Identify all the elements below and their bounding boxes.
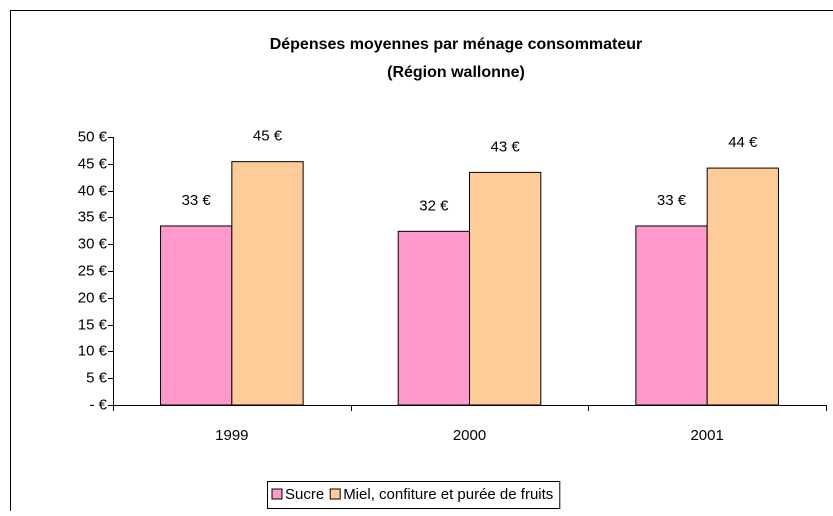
x-tick-label: 1999 <box>215 427 248 444</box>
legend-swatch <box>272 489 282 499</box>
y-tick-label: 5 € <box>86 369 108 386</box>
x-tick-label: 2001 <box>690 427 723 444</box>
value-label: 32 € <box>419 197 449 214</box>
x-tick-label: 2000 <box>453 427 486 444</box>
y-tick-label: 15 € <box>78 316 108 333</box>
y-tick-label: 20 € <box>78 289 108 306</box>
y-tick-label: 45 € <box>78 155 108 172</box>
bar <box>398 231 469 405</box>
bar <box>161 226 232 405</box>
y-tick-label: 25 € <box>78 262 108 279</box>
y-tick-label: 30 € <box>78 235 108 252</box>
value-label: 43 € <box>491 138 521 155</box>
value-label: 45 € <box>253 128 283 145</box>
bar <box>636 226 707 405</box>
legend-label: Miel, confiture et purée de fruits <box>343 486 553 503</box>
bar <box>470 172 541 405</box>
y-tick-label: - € <box>89 396 107 413</box>
y-tick-label: 35 € <box>78 208 108 225</box>
bar <box>232 162 303 405</box>
chart-title: Dépenses moyennes par ménage consommateu… <box>270 36 643 53</box>
legend-label: Sucre <box>285 486 324 503</box>
y-tick-label: 50 € <box>78 128 108 145</box>
value-label: 33 € <box>657 192 687 209</box>
y-tick-label: 40 € <box>78 182 108 199</box>
chart-subtitle: (Région wallonne) <box>387 64 525 81</box>
y-tick-label: 10 € <box>78 342 108 359</box>
value-label: 44 € <box>728 134 758 151</box>
legend-swatch <box>330 489 340 499</box>
bar <box>707 168 778 405</box>
value-label: 33 € <box>182 192 212 209</box>
